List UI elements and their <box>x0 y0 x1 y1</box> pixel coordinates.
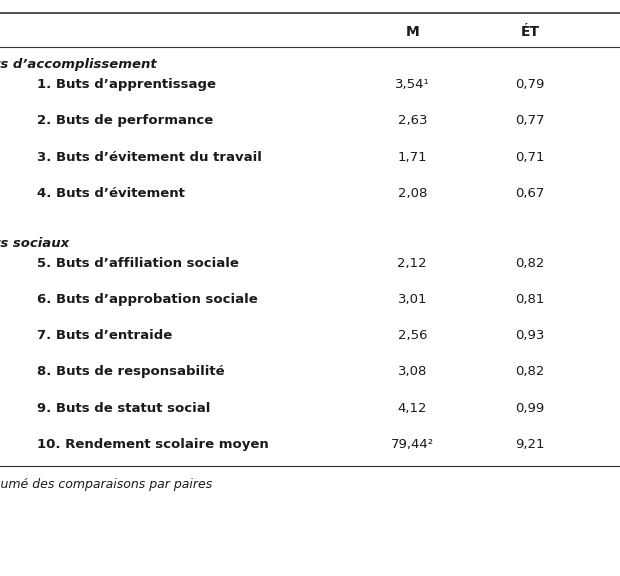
Text: 6. Buts d’approbation sociale: 6. Buts d’approbation sociale <box>37 293 258 306</box>
Text: 0,82: 0,82 <box>515 366 545 378</box>
Text: 1,71: 1,71 <box>397 150 427 164</box>
Text: 2,56: 2,56 <box>397 329 427 342</box>
Text: 0,79: 0,79 <box>515 78 545 91</box>
Text: 9. Buts de statut social: 9. Buts de statut social <box>37 402 211 415</box>
Text: 2,12: 2,12 <box>397 257 427 270</box>
Text: 10. Rendement scolaire moyen: 10. Rendement scolaire moyen <box>37 438 269 451</box>
Text: 9,21: 9,21 <box>515 438 545 451</box>
Text: sumé des comparaisons par paires: sumé des comparaisons par paires <box>0 479 212 491</box>
Text: 3,54¹: 3,54¹ <box>395 78 430 91</box>
Text: 0,77: 0,77 <box>515 114 545 127</box>
Text: 0,99: 0,99 <box>515 402 545 415</box>
Text: ts d’accomplissement: ts d’accomplissement <box>0 58 156 71</box>
Text: 2,08: 2,08 <box>397 187 427 200</box>
Text: 3. Buts d’évitement du travail: 3. Buts d’évitement du travail <box>37 150 262 164</box>
Text: 0,82: 0,82 <box>515 257 545 270</box>
Text: 5. Buts d’affiliation sociale: 5. Buts d’affiliation sociale <box>37 257 239 270</box>
Text: 2,63: 2,63 <box>397 114 427 127</box>
Text: 0,71: 0,71 <box>515 150 545 164</box>
Text: 0,93: 0,93 <box>515 329 545 342</box>
Text: ts sociaux: ts sociaux <box>0 237 69 249</box>
Text: 3,01: 3,01 <box>397 293 427 306</box>
Text: 4,12: 4,12 <box>397 402 427 415</box>
Text: 1. Buts d’apprentissage: 1. Buts d’apprentissage <box>37 78 216 91</box>
Text: 2. Buts de performance: 2. Buts de performance <box>37 114 213 127</box>
Text: 8. Buts de responsabilité: 8. Buts de responsabilité <box>37 366 225 378</box>
Text: M: M <box>405 25 419 39</box>
Text: 3,08: 3,08 <box>397 366 427 378</box>
Text: 0,67: 0,67 <box>515 187 545 200</box>
Text: ÉT: ÉT <box>521 25 539 39</box>
Text: 7. Buts d’entraide: 7. Buts d’entraide <box>37 329 172 342</box>
Text: 0,81: 0,81 <box>515 293 545 306</box>
Text: 79,44²: 79,44² <box>391 438 434 451</box>
Text: 4. Buts d’évitement: 4. Buts d’évitement <box>37 187 185 200</box>
